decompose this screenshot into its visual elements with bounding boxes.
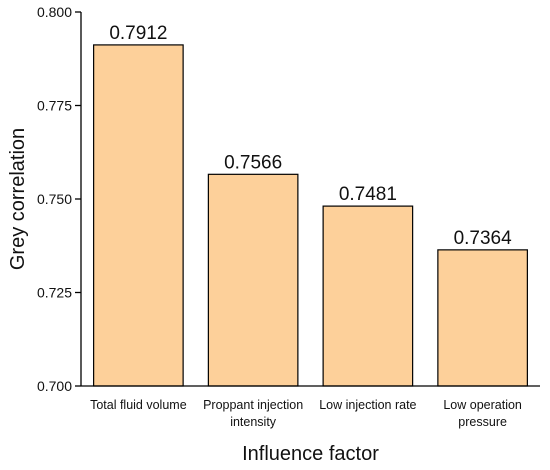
category-label-3: Low operation pressure <box>443 398 522 429</box>
bars-layer <box>93 44 528 387</box>
category-label-line: pressure <box>458 415 507 429</box>
category-label-line: Proppant injection <box>203 398 303 412</box>
bar-3 <box>437 249 528 387</box>
category-label-1: Proppant injection intensity <box>203 398 303 429</box>
y-tick-label-1: 0.725 <box>37 285 72 301</box>
category-label-line: Low injection rate <box>319 398 416 412</box>
y-tick-label-2: 0.750 <box>37 191 72 207</box>
bar-0 <box>93 44 184 387</box>
bar-1 <box>207 173 299 387</box>
category-label-line: Low operation <box>443 398 522 412</box>
data-label-0: 0.7912 <box>109 23 167 44</box>
bar-2 <box>322 205 414 387</box>
y-tick-label-0: 0.700 <box>37 378 72 394</box>
category-label-0: Total fluid volume <box>90 398 187 412</box>
data-label-2: 0.7481 <box>339 184 397 205</box>
data-label-3: 0.7364 <box>454 228 513 249</box>
y-tick-label-3: 0.775 <box>37 98 72 114</box>
category-label-line: intensity <box>230 415 277 429</box>
category-label-2: Low injection rate <box>319 398 416 412</box>
y-tick-label-4: 0.800 <box>37 4 72 20</box>
axes-layer <box>75 11 540 387</box>
y-axis-title: Grey correlation <box>7 128 29 270</box>
labels-layer: 0.7912 Total fluid volume 0.7566 Proppant i… <box>37 4 522 429</box>
data-label-1: 0.7566 <box>224 152 282 173</box>
category-label-line: Total fluid volume <box>90 398 187 412</box>
x-axis-title: Influence factor <box>242 443 379 465</box>
